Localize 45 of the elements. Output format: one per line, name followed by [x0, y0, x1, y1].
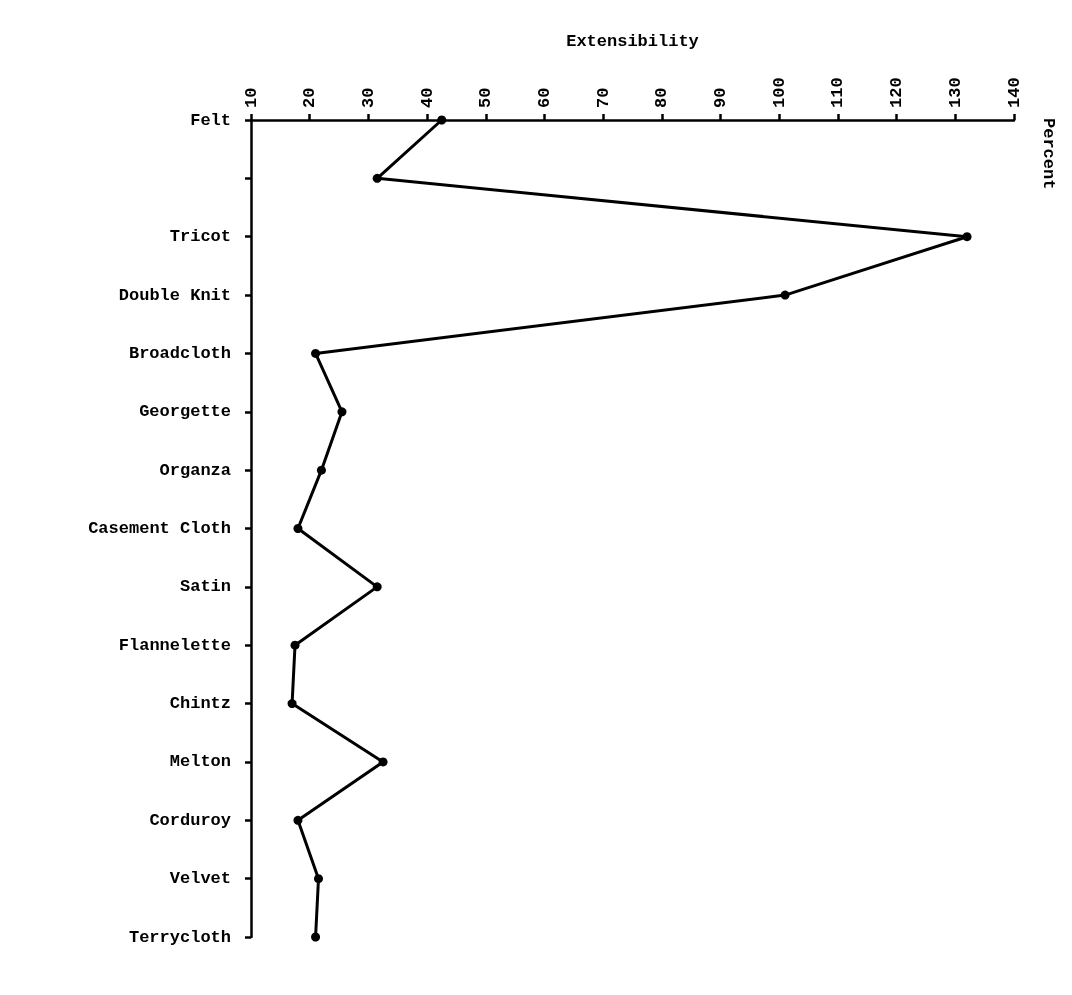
- point: [962, 232, 972, 242]
- point: [372, 173, 382, 183]
- x-tick-label: 20: [300, 87, 320, 108]
- x-tick-label: 80: [652, 87, 672, 108]
- y-tick-label: Velvet: [169, 869, 231, 889]
- y-tick-label: Terrycloth: [128, 927, 231, 947]
- y-tick-label: Satin: [179, 577, 231, 597]
- y-tick-label: Casement Cloth: [88, 519, 231, 538]
- y-tick-label: Double Knit: [118, 285, 231, 305]
- text: Percent: [1038, 118, 1058, 190]
- x-tick-label: 100: [769, 77, 789, 108]
- point: [372, 582, 382, 592]
- y-tick-label: Georgette: [139, 402, 231, 422]
- point: [337, 407, 347, 417]
- x-tick-label: 10: [241, 87, 261, 108]
- y-tick-label: Felt: [190, 110, 231, 130]
- x-tick-label: 50: [476, 87, 496, 108]
- x-tick-label: 120: [887, 77, 907, 108]
- y-tick-label: Broadcloth: [128, 343, 231, 363]
- point: [293, 524, 303, 533]
- y-tick-label: Flannelette: [118, 635, 231, 655]
- x-tick-label: 30: [358, 87, 378, 108]
- point: [311, 932, 321, 942]
- x-tick-label: 130: [945, 77, 965, 108]
- point: [378, 757, 388, 767]
- y-tick-label: Tricot: [169, 227, 231, 247]
- point: [287, 699, 297, 709]
- y-tick-label: Corduroy: [149, 810, 231, 830]
- point: [311, 348, 321, 358]
- x-tick-label: 140: [1004, 77, 1024, 108]
- x-tick-label: 110: [828, 77, 848, 108]
- point: [316, 465, 326, 475]
- point: [780, 290, 790, 300]
- x-tick-label: 40: [417, 87, 437, 108]
- x-axis-title: Extensibility: [566, 32, 699, 51]
- point: [290, 640, 300, 650]
- point: [293, 815, 303, 825]
- y-tick-label: Organza: [159, 460, 231, 480]
- x-tick-label: 70: [593, 87, 613, 108]
- point: [437, 115, 447, 125]
- y-tick-label: Chintz: [169, 694, 231, 714]
- point: [314, 874, 323, 884]
- y-tick-label: Melton: [169, 752, 231, 772]
- x-tick-label: 60: [534, 87, 554, 108]
- x-tick-label: 90: [711, 87, 731, 108]
